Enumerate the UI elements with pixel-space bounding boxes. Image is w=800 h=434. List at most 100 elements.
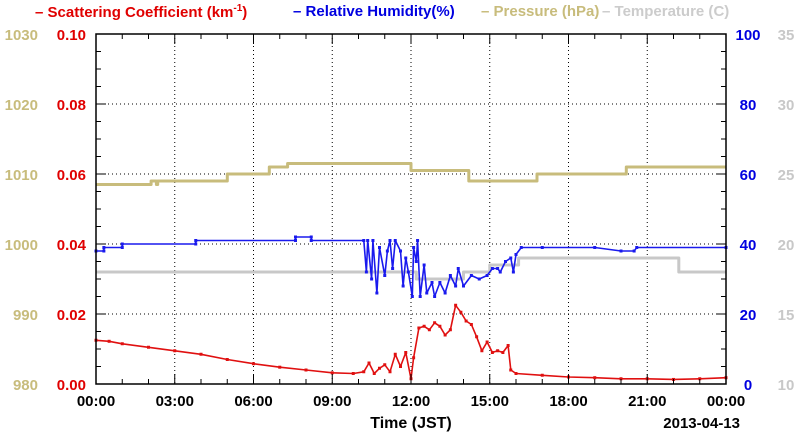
data-point-humidity [454,284,458,288]
data-point-humidity [194,239,198,242]
data-point-scattering [438,324,442,328]
data-point-scattering [378,366,381,370]
data-point-scattering [496,349,500,353]
data-point-humidity [469,274,473,277]
y-tick-label-humidity: 0 [744,377,752,394]
data-point-scattering [480,349,484,353]
data-point-humidity [519,246,523,249]
data-point-humidity [418,295,422,298]
data-point-humidity [406,270,410,274]
data-point-humidity [120,242,124,246]
data-point-humidity [498,270,502,274]
y-tick-label-humidity: 80 [740,97,757,114]
data-point-scattering [107,339,111,343]
data-point-humidity [416,239,420,242]
data-point-scattering [501,351,505,354]
data-point-humidity [399,249,402,253]
y-tick-label-humidity: 40 [740,237,757,254]
x-tick-label: 12:00 [392,393,430,410]
x-tick-label: 18:00 [549,393,587,410]
y-tick-label-pressure: 1010 [5,167,38,184]
series-line-temperature [96,256,726,281]
data-point-humidity [309,239,313,242]
data-point-scattering [514,372,518,375]
data-point-humidity [378,246,381,249]
x-axis-title: Time (JST) [370,415,452,432]
data-point-scattering [330,371,334,375]
data-point-humidity [366,239,370,242]
data-point-humidity [410,295,414,298]
data-point-scattering [404,351,408,354]
data-point-humidity [309,235,313,239]
data-point-scattering [540,373,544,377]
data-point-humidity [414,260,418,263]
data-point-humidity [496,267,500,270]
data-point-humidity [438,281,442,284]
y-tick-label-scattering: 0.06 [57,167,86,184]
data-point-scattering [147,345,150,349]
data-point-humidity [511,270,515,274]
x-tick-label: 15:00 [471,393,509,410]
data-point-scattering [433,321,437,325]
legend-pressure-dash: – [481,3,490,20]
data-point-scattering [399,365,402,368]
data-point-humidity [391,267,395,270]
data-point-humidity [540,246,544,249]
series-line-pressure [96,162,726,186]
data-point-humidity [120,246,124,249]
x-tick-label: 00:00 [707,393,745,410]
y-tick-label-scattering: 0.04 [57,237,87,254]
data-point-humidity [430,281,434,284]
data-point-humidity [194,242,198,246]
data-point-humidity [433,295,437,298]
data-point-scattering [506,344,510,347]
data-point-humidity [102,246,106,249]
legend-temperature: – Temperature (C) [602,3,729,20]
data-point-scattering [448,328,452,332]
data-point-scattering [367,361,371,365]
y-tick-label-pressure: 990 [13,307,38,324]
data-point-scattering [225,358,229,361]
data-point-scattering [454,303,458,307]
data-point-humidity [490,267,494,270]
y-tick-label-humidity: 100 [735,27,760,44]
data-point-humidity [102,249,106,253]
legend-scattering: – Scattering Coefficient (km-1) [35,3,247,21]
x-tick-label: 21:00 [628,393,666,410]
y-tick-label-humidity: 20 [740,307,757,324]
data-point-humidity [619,249,623,253]
y-tick-label-pressure: 1000 [5,237,38,254]
y-tick-label-scattering: 0.08 [57,97,86,114]
data-point-humidity [448,274,452,277]
x-tick-label: 03:00 [156,393,194,410]
data-point-humidity [477,277,481,281]
data-point-scattering [485,340,489,344]
data-point-scattering [199,352,203,356]
data-point-humidity [362,239,366,242]
data-point-scattering [351,372,355,375]
y-tick-label-scattering: 0.10 [57,27,86,44]
x-tick-label: 00:00 [77,393,115,410]
data-point-scattering [459,310,463,314]
data-point-humidity [443,291,447,295]
data-point-scattering [490,351,494,354]
data-point-humidity [635,246,639,249]
data-point-scattering [252,362,255,366]
x-tick-label: 09:00 [313,393,351,410]
data-point-humidity [383,274,387,277]
data-point-scattering [388,370,392,374]
y-tick-label-scattering: 0.02 [57,307,86,324]
y-tick-label-temperature: 25 [778,167,795,184]
data-point-scattering [417,326,421,330]
legend-temperature-dash: – [602,3,611,20]
legend-temperature-close: C) [713,3,730,20]
data-point-scattering [422,324,426,328]
data-point-scattering [383,363,387,367]
data-point-scattering [393,352,397,356]
legend-temperature-text: Temperature ( [614,3,714,20]
data-point-scattering [362,370,366,374]
x-tick-label: 06:00 [234,393,272,410]
legend-scattering-sup: -1 [233,3,243,14]
y-tick-label-pressure: 1020 [5,97,38,114]
data-point-humidity [632,249,636,253]
